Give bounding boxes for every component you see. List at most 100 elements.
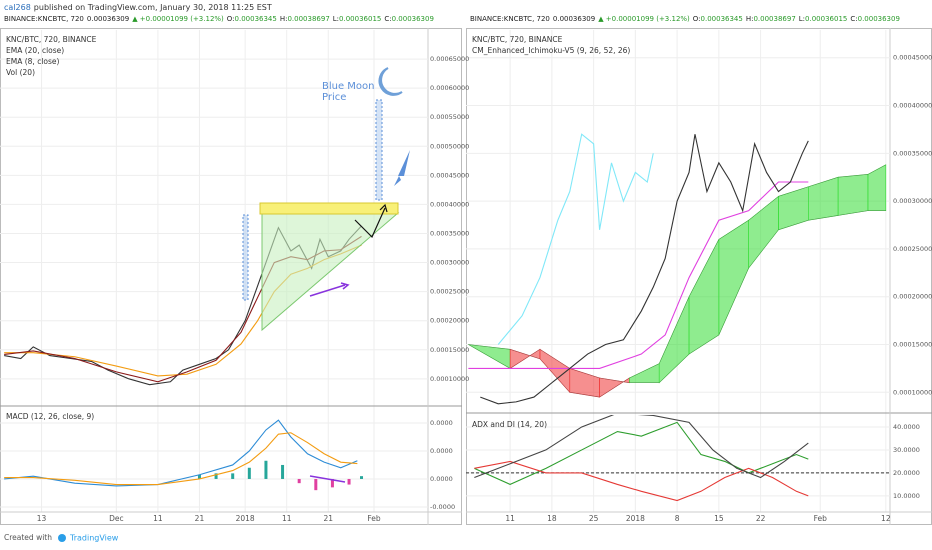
- x-tick-label: 11: [282, 514, 292, 523]
- plot: [0, 58, 428, 386]
- histogram-bar: [247, 467, 251, 479]
- series-line: [480, 134, 809, 405]
- purple-arrow: [309, 284, 346, 297]
- y-tick-label: 0.00045000: [430, 171, 469, 179]
- cloud-edge: [468, 164, 886, 398]
- series-line: [4, 432, 358, 486]
- y-tick-label: 0.0000: [430, 419, 453, 427]
- indicator-label: Vol (20): [6, 68, 35, 77]
- histogram-bar: [330, 478, 334, 488]
- x-tick-label: 22: [756, 514, 766, 523]
- ohlc-label: O:: [693, 15, 701, 23]
- cloud-edge: [468, 210, 886, 383]
- quote-line: BINANCE:KNCBTC, 720 0.00036309 ▲ +0.000010…: [470, 15, 900, 23]
- x-tick-label: Feb: [814, 514, 828, 523]
- x-tick-label: 8: [675, 514, 680, 523]
- change: ▲ +0.00001099 (+3.12%): [598, 15, 690, 23]
- y-tick-label: 0.00035000: [430, 229, 469, 237]
- ohlc-value: 0.00036345: [701, 15, 743, 23]
- indicator-label: MACD (12, 26, close, 9): [6, 412, 94, 421]
- series-line: [474, 460, 809, 502]
- ohlc-value: 0.00038697: [287, 15, 329, 23]
- annotation-text: Price: [322, 92, 346, 103]
- histogram-bar: [281, 464, 285, 479]
- projection-arrow-head: [379, 203, 388, 213]
- ohlc-value: 0.00036345: [235, 15, 277, 23]
- series-line: [497, 133, 654, 345]
- author-link[interactable]: cal268: [4, 3, 31, 12]
- ohlc-label: O:: [227, 15, 235, 23]
- y-tick-label: 0.00040000: [430, 200, 469, 208]
- y-tick-label: 0.00020000: [893, 293, 932, 301]
- x-tick-label: 12: [881, 514, 891, 523]
- plot: [466, 57, 890, 405]
- histogram-bar: [347, 478, 351, 485]
- y-tick-label: -0.0000: [430, 503, 455, 511]
- y-tick-label: 0.00010000: [893, 388, 932, 396]
- ohlc-value: 0.00038697: [753, 15, 795, 23]
- brand-logo: [58, 534, 66, 542]
- x-tick-label: 21: [195, 514, 205, 523]
- y-tick-label: 0.00025000: [893, 245, 932, 253]
- indicator-label: CM_Enhanced_Ichimoku-V5 (9, 26, 52, 26): [472, 46, 630, 55]
- purple-arrow-head: [340, 282, 350, 290]
- ohlc-label: H:: [746, 15, 754, 23]
- x-tick-label: 15: [714, 514, 724, 523]
- publish-line: cal268 published on TradingView.com, Janu…: [4, 3, 272, 12]
- moon-icon: [378, 67, 403, 96]
- y-tick-label: 20.0000: [893, 469, 920, 477]
- x-tick-label: 11: [153, 514, 163, 523]
- annotation-text: Blue Moon: [322, 81, 375, 92]
- y-tick-label: 0.00030000: [893, 197, 932, 205]
- x-tick-label: Feb: [367, 514, 381, 523]
- ohlc-label: C:: [850, 15, 857, 23]
- indicator-label: ADX and DI (14, 20): [472, 420, 547, 429]
- ohlc-label: L:: [333, 15, 339, 23]
- series-line: [474, 415, 809, 479]
- x-tick-label: 13: [37, 514, 47, 523]
- plot: [0, 419, 428, 508]
- footer-brand[interactable]: TradingView: [69, 534, 119, 543]
- histogram-bar: [314, 478, 318, 491]
- x-tick-label: 25: [589, 514, 599, 523]
- quote-line: BINANCE:KNCBTC, 720 0.00036309 ▲ +0.000010…: [4, 15, 434, 23]
- last-price: 0.00036309: [87, 15, 129, 23]
- symbol: BINANCE:KNCBTC, 720: [470, 15, 550, 23]
- last-price: 0.00036309: [553, 15, 595, 23]
- y-tick-label: 0.00050000: [430, 142, 469, 150]
- plot: [466, 415, 890, 502]
- x-tick-label: Dec: [109, 514, 124, 523]
- y-tick-label: 0.0000: [430, 475, 453, 483]
- x-tick-label: 11: [505, 514, 515, 523]
- ohlc-value: 0.00036015: [805, 15, 847, 23]
- y-tick-label: 0.00055000: [430, 113, 469, 121]
- measure-column: [242, 214, 249, 301]
- histogram-bar: [360, 476, 364, 479]
- histogram-bar: [214, 473, 218, 479]
- histogram-bar: [264, 460, 268, 479]
- ohlc-label: L:: [799, 15, 805, 23]
- x-tick-label: 18: [547, 514, 557, 523]
- histogram-bar: [231, 473, 235, 479]
- y-tick-label: 40.0000: [893, 423, 920, 431]
- y-tick-label: 0.00060000: [430, 84, 469, 92]
- y-tick-label: 0.00045000: [893, 54, 932, 62]
- change: ▲ +0.00001099 (+3.12%): [132, 15, 224, 23]
- ohlc-label: C:: [384, 15, 391, 23]
- y-tick-label: 0.00040000: [893, 102, 932, 110]
- legend-entry: KNC/BTC, 720, BINANCE: [6, 35, 97, 44]
- y-tick-label: 0.00025000: [430, 288, 469, 296]
- series-line: [474, 421, 809, 486]
- y-tick-label: 30.0000: [893, 446, 920, 454]
- y-tick-label: 0.00020000: [430, 317, 469, 325]
- resistance-box: [259, 202, 399, 215]
- drawings: Blue Moon Price: [242, 67, 410, 483]
- x-tick-label: 2018: [236, 514, 255, 523]
- y-tick-label: 0.00015000: [893, 341, 932, 349]
- x-tick-label: 21: [323, 514, 333, 523]
- published: published on TradingView.com, January 30…: [34, 3, 272, 12]
- measure-column: [375, 99, 383, 201]
- legend-entry: EMA (8, close): [6, 57, 60, 66]
- legend-entry: KNC/BTC, 720, BINANCE: [472, 35, 563, 44]
